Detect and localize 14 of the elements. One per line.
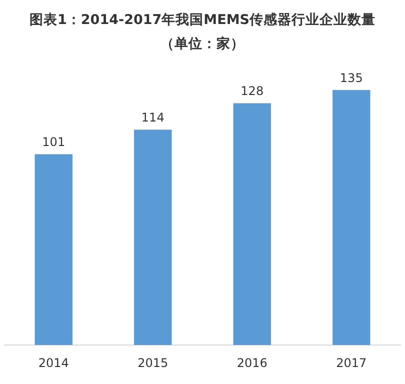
x-tick-label: 2014 (38, 356, 69, 370)
bar (34, 154, 72, 345)
data-label: 128 (240, 84, 264, 98)
data-label: 135 (340, 71, 363, 85)
x-tick-label: 2015 (138, 356, 168, 370)
x-tick-label: 2017 (336, 356, 367, 370)
data-label: 101 (42, 135, 66, 150)
bar (332, 90, 370, 345)
chart-title: 图表1：2014-2017年我国MEMS传感器行业企业数量 (30, 12, 376, 28)
x-tick-label: 2016 (236, 356, 268, 370)
chart-subtitle: （单位：家） (160, 35, 244, 52)
data-label: 114 (141, 110, 164, 125)
bar (134, 130, 172, 345)
bar (233, 103, 271, 345)
